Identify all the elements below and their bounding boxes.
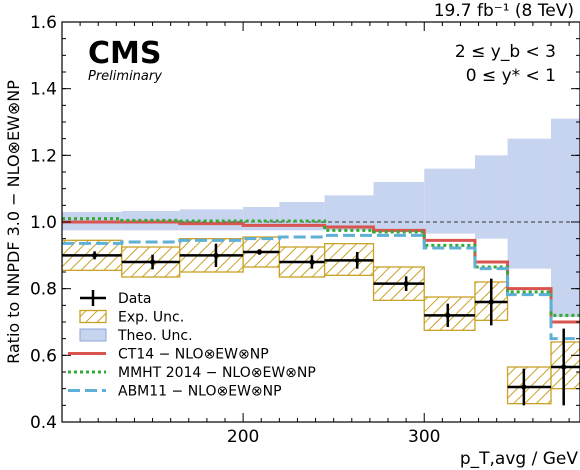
legend-theo-swatch xyxy=(79,328,107,342)
y-tick-label: 0.8 xyxy=(30,280,57,300)
theo-unc-band xyxy=(551,118,580,318)
legend-ct14-label: CT14 − NLO⊗EW⊗NP xyxy=(118,347,269,363)
x-axis-label: p_T,avg / GeV xyxy=(460,449,579,469)
legend: Data Exp. Unc. Theo. Unc. CT14 − NLO⊗EW⊗NP M… xyxy=(68,290,316,400)
top-label: 19.7 fb⁻¹ (8 TeV) xyxy=(434,1,574,21)
data-point xyxy=(521,384,527,390)
data-point xyxy=(488,299,494,305)
legend-exp-swatch xyxy=(79,309,107,324)
y-axis-label: Ratio to NNPDF 3.0 − NLO⊗EW⊗NP xyxy=(4,80,23,364)
legend-mmht-label: MMHT 2014 − NLO⊗EW⊗NP xyxy=(118,365,316,381)
theo-unc-band xyxy=(507,138,552,269)
data-point xyxy=(309,259,315,265)
legend-theo-label: Theo. Unc. xyxy=(117,328,193,344)
legend-exp-label: Exp. Unc. xyxy=(118,310,184,326)
data-point xyxy=(354,257,360,263)
cut-line-2: 0 ≤ y* < 1 xyxy=(466,66,556,86)
theo-unc-band xyxy=(373,182,425,232)
data-point xyxy=(256,249,263,255)
theo-unc-band xyxy=(424,168,475,234)
series-abm11-line xyxy=(62,233,580,341)
y-tick-label: 0.4 xyxy=(30,413,57,433)
preliminary-label: Preliminary xyxy=(88,69,162,84)
cut-line-1: 2 ≤ y_b < 3 xyxy=(455,42,556,62)
theo-unc-band xyxy=(474,155,508,239)
legend-abm11-label: ABM11 − NLO⊗EW⊗NP xyxy=(118,384,282,400)
y-tick-label: 1.4 xyxy=(30,80,57,100)
cms-label: CMS xyxy=(88,36,161,71)
data-point xyxy=(213,252,219,258)
y-tick-label: 1.0 xyxy=(30,213,57,233)
data-point xyxy=(92,252,98,258)
theo-unc-band xyxy=(324,195,374,231)
x-tick-label: 300 xyxy=(408,427,440,447)
y-tick-label: 1.2 xyxy=(30,146,57,166)
data-point xyxy=(403,281,409,287)
data-point xyxy=(445,312,451,318)
exp-unc-box xyxy=(506,366,552,405)
data-point xyxy=(561,364,567,370)
legend-data-label: Data xyxy=(118,291,151,307)
y-tick-label: 0.6 xyxy=(30,346,57,366)
series-mmht-line xyxy=(62,217,580,317)
y-tick-label: 1.6 xyxy=(30,13,57,33)
x-tick-label: 200 xyxy=(227,427,259,447)
data-point xyxy=(149,259,156,265)
